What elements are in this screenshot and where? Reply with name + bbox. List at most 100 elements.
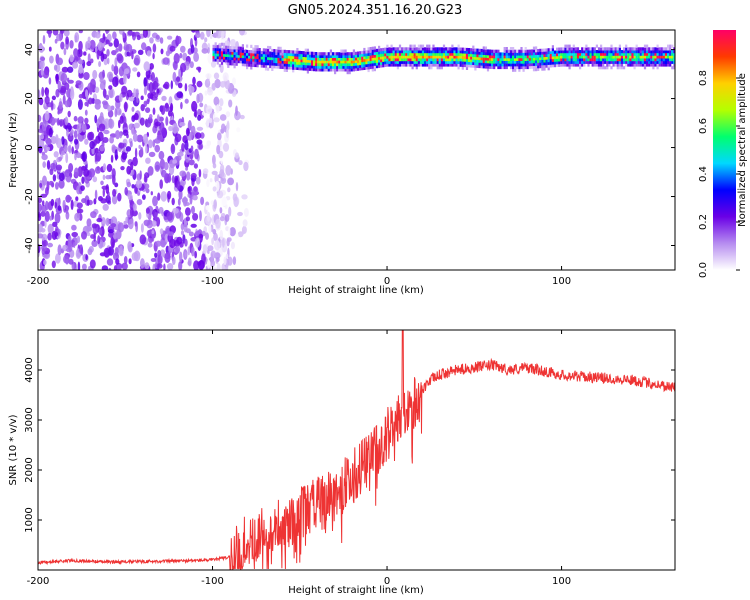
heatmap-cell <box>438 63 441 67</box>
heatmap-cell <box>673 60 675 64</box>
heatmap-cell <box>576 47 580 51</box>
heatmap-cell <box>566 52 569 56</box>
heatmap-cell <box>327 54 330 58</box>
heatmap-cell <box>340 52 343 56</box>
heatmap-cell <box>629 63 632 67</box>
heatmap-cell <box>306 48 309 52</box>
heatmap-cell <box>574 50 577 54</box>
heatmap-cell <box>331 52 335 56</box>
heatmap-cell <box>654 47 657 51</box>
heatmap-cell <box>81 176 85 184</box>
heatmap-cell <box>50 116 56 126</box>
heatmap-cell <box>98 123 106 132</box>
heatmap-cell <box>313 65 316 69</box>
heatmap-cell <box>428 63 431 67</box>
heatmap-cell <box>654 52 657 56</box>
heatmap-cell <box>48 77 52 85</box>
heatmap-cell <box>673 50 675 54</box>
heatmap-cell <box>514 60 517 64</box>
heatmap-cell <box>256 61 259 65</box>
heatmap-cell <box>499 52 502 56</box>
heatmap-cell <box>243 49 247 53</box>
heatmap-cell <box>239 57 242 61</box>
heatmap-cell <box>287 50 291 54</box>
heatmap-cell <box>139 234 147 245</box>
heatmap-cell <box>576 60 580 64</box>
heatmap-cell <box>421 63 425 67</box>
heatmap-cell <box>41 200 45 207</box>
heatmap-cell <box>264 59 268 63</box>
heatmap-cell <box>465 66 469 70</box>
heatmap-cell <box>319 54 322 58</box>
heatmap-cell <box>572 58 575 62</box>
heatmap-cell <box>620 55 624 59</box>
heatmap-cell <box>650 50 653 54</box>
heatmap-cell <box>549 58 552 63</box>
heatmap-cell <box>478 64 481 69</box>
heatmap-cell <box>348 71 351 75</box>
heatmap-cell <box>516 52 519 56</box>
heatmap-cell <box>507 55 510 59</box>
heatmap-cell <box>583 47 586 51</box>
heatmap-cell <box>71 231 78 238</box>
heatmap-cell <box>673 55 675 59</box>
heatmap-cell <box>602 50 605 54</box>
heatmap-cell <box>237 57 240 61</box>
heatmap-cell <box>600 58 603 62</box>
heatmap-cell <box>250 44 253 48</box>
heatmap-cell <box>380 50 383 55</box>
heatmap-cell <box>646 55 649 59</box>
heatmap-cell <box>223 56 226 60</box>
heatmap-cell <box>63 47 67 56</box>
heatmap-cell <box>497 57 500 61</box>
heatmap-cell <box>568 50 571 54</box>
heatmap-cell <box>133 112 139 121</box>
heatmap-cell <box>413 44 416 48</box>
heatmap-cell <box>190 44 195 54</box>
heatmap-cell <box>157 254 163 265</box>
heatmap-cell <box>59 33 62 42</box>
heatmap-cell <box>499 63 502 67</box>
heatmap-cell <box>248 50 251 54</box>
heatmap-cell <box>417 52 420 56</box>
heatmap-cell <box>283 68 286 72</box>
heatmap-cell <box>100 51 105 62</box>
heatmap-cell <box>566 60 569 64</box>
heatmap-cell <box>564 63 567 67</box>
heatmap-cell <box>304 56 307 60</box>
heatmap-cell <box>94 114 98 124</box>
heatmap-cell <box>170 102 174 113</box>
heatmap-cell <box>430 55 433 59</box>
heatmap-cell <box>616 66 619 70</box>
heatmap-cell <box>426 55 429 59</box>
heatmap-cell <box>302 51 305 55</box>
heatmap-cell <box>218 47 221 52</box>
heatmap-cell <box>215 218 221 229</box>
heatmap-cell <box>102 203 109 211</box>
heatmap-cell <box>409 58 412 62</box>
heatmap-cell <box>637 63 640 67</box>
heatmap-cell <box>461 55 464 59</box>
heatmap-cell <box>365 50 368 54</box>
heatmap-cell <box>516 55 519 59</box>
heatmap-cell <box>218 58 221 62</box>
heatmap-cell <box>200 31 205 40</box>
heatmap-cell <box>583 58 586 62</box>
heatmap-cell <box>547 53 550 57</box>
heatmap-cell <box>428 44 431 48</box>
spectrogram-x-tick-label: 100 <box>552 276 571 287</box>
heatmap-cell <box>228 99 233 108</box>
heatmap-cell <box>231 46 234 50</box>
heatmap-cell <box>243 63 247 67</box>
heatmap-cell <box>654 50 657 54</box>
heatmap-cell <box>176 36 182 44</box>
heatmap-cell <box>480 59 483 63</box>
heatmap-cell <box>482 57 485 61</box>
heatmap-cell <box>163 81 170 90</box>
heatmap-cell <box>616 47 619 51</box>
heatmap-cell <box>509 57 513 61</box>
heatmap-cell <box>662 47 665 51</box>
heatmap-cell <box>373 54 376 58</box>
heatmap-cell <box>50 162 56 170</box>
heatmap-cell <box>641 55 644 59</box>
